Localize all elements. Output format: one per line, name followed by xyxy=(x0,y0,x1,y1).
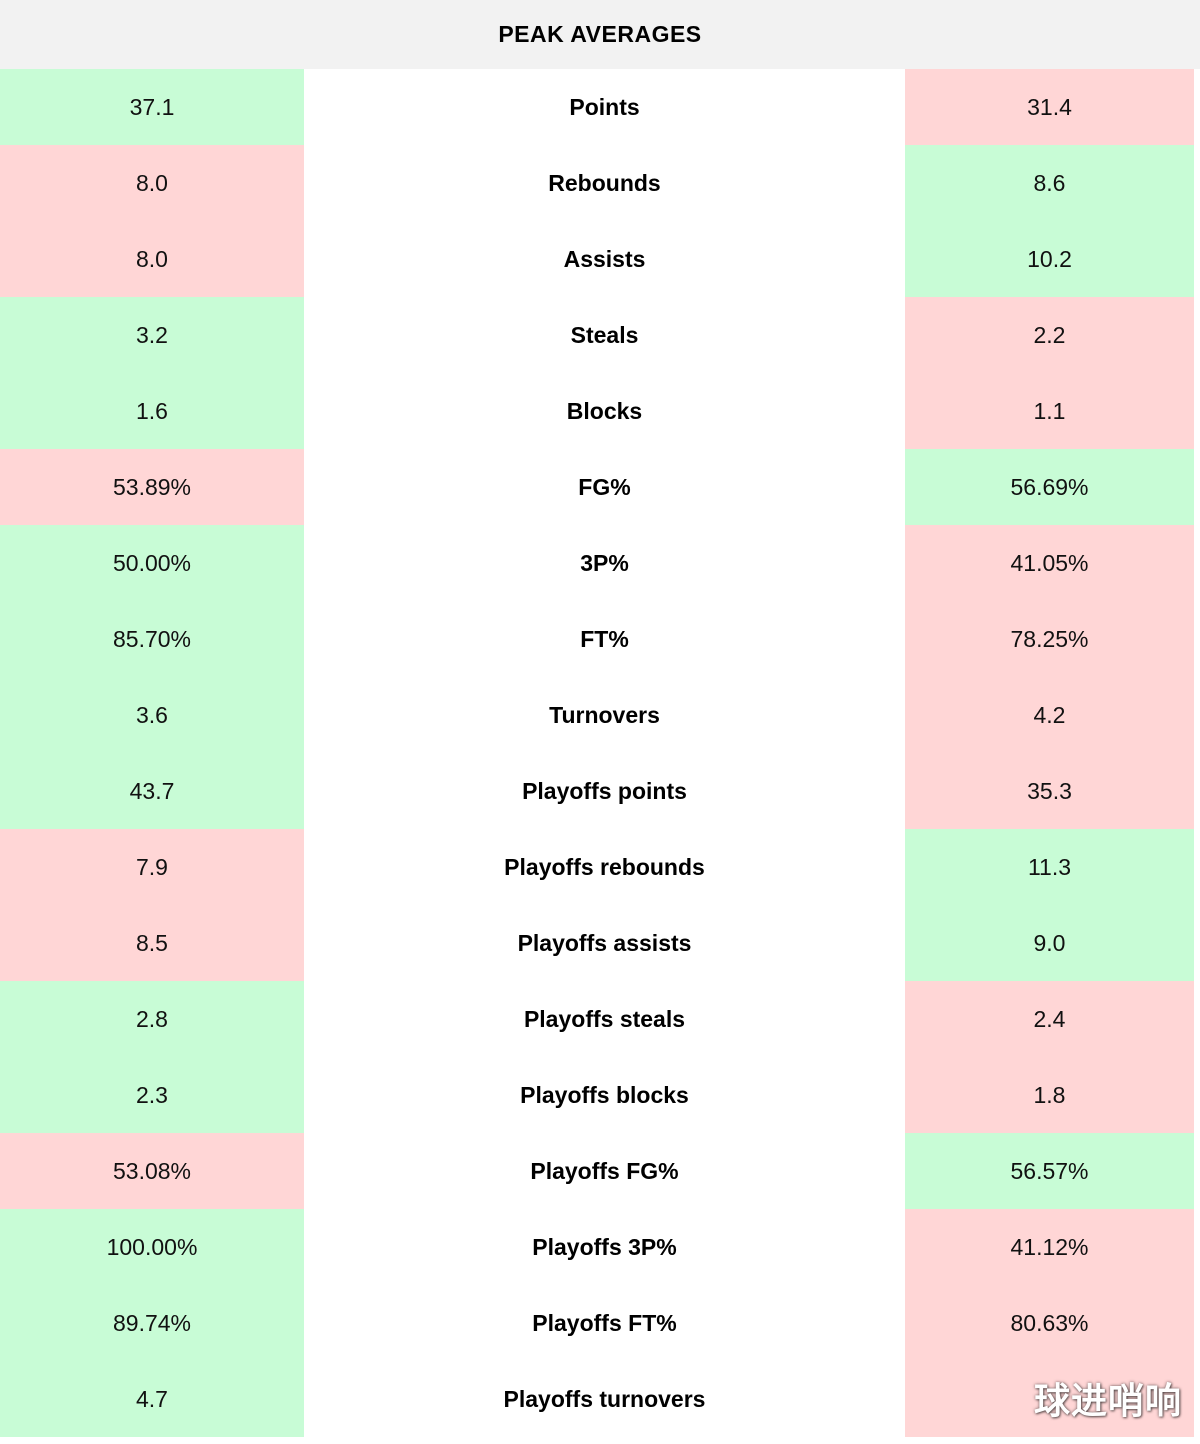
right-value-cell: 2.4 xyxy=(905,981,1194,1057)
row-edge xyxy=(1194,297,1200,373)
right-value-cell: 8.6 xyxy=(905,145,1194,221)
row-edge xyxy=(1194,677,1200,753)
right-value-cell: 1.1 xyxy=(905,373,1194,449)
header-title: PEAK AVERAGES xyxy=(498,21,702,47)
table-row: 3.6 Turnovers 4.2 xyxy=(0,677,1200,753)
row-edge xyxy=(1194,145,1200,221)
stat-label: Playoffs 3P% xyxy=(532,1233,677,1260)
left-value-cell: 3.2 xyxy=(0,297,304,373)
stat-label: Assists xyxy=(563,245,646,272)
left-value-cell: 3.6 xyxy=(0,677,304,753)
left-value-cell: 8.0 xyxy=(0,145,304,221)
row-edge xyxy=(1194,601,1200,677)
row-edge xyxy=(1194,221,1200,297)
left-value-cell: 53.08% xyxy=(0,1133,304,1209)
left-value-cell: 37.1 xyxy=(0,69,304,145)
stat-label: Turnovers xyxy=(549,701,660,728)
right-value-cell: 2.2 xyxy=(905,297,1194,373)
row-edge xyxy=(1194,1361,1200,1437)
table-row: 8.0 Assists 10.2 xyxy=(0,221,1200,297)
table-row: 53.08% Playoffs FG% 56.57% xyxy=(0,1133,1200,1209)
table-row: 85.70% FT% 78.25% xyxy=(0,601,1200,677)
stat-label: Steals xyxy=(570,321,639,348)
table-row: 50.00% 3P% 41.05% xyxy=(0,525,1200,601)
table-row: 43.7 Playoffs points 35.3 xyxy=(0,753,1200,829)
left-value-cell: 89.74% xyxy=(0,1285,304,1361)
right-value-cell: 56.69% xyxy=(905,449,1194,525)
table-row: 2.8 Playoffs steals 2.4 xyxy=(0,981,1200,1057)
left-value-cell: 50.00% xyxy=(0,525,304,601)
right-value-cell: 41.05% xyxy=(905,525,1194,601)
table-row: 37.1 Points 31.4 xyxy=(0,69,1200,145)
stat-label: Rebounds xyxy=(548,169,661,196)
stat-label: Playoffs FT% xyxy=(532,1309,677,1336)
table-row: 1.6 Blocks 1.1 xyxy=(0,373,1200,449)
right-value-cell: 9.0 xyxy=(905,905,1194,981)
row-edge xyxy=(1194,1209,1200,1285)
row-edge xyxy=(1194,753,1200,829)
left-value-cell: 7.9 xyxy=(0,829,304,905)
table-row: 2.3 Playoffs blocks 1.8 xyxy=(0,1057,1200,1133)
stat-label: Playoffs turnovers xyxy=(503,1385,706,1412)
row-edge xyxy=(1194,1133,1200,1209)
table-row: 4.7 Playoffs turnovers xyxy=(0,1361,1200,1437)
left-value-cell: 100.00% xyxy=(0,1209,304,1285)
table-row: 53.89% FG% 56.69% xyxy=(0,449,1200,525)
right-value-cell: 1.8 xyxy=(905,1057,1194,1133)
stat-label: Playoffs steals xyxy=(523,1005,686,1032)
right-value-cell: 11.3 xyxy=(905,829,1194,905)
row-edge xyxy=(1194,981,1200,1057)
table-row: 100.00% Playoffs 3P% 41.12% xyxy=(0,1209,1200,1285)
row-edge xyxy=(1194,449,1200,525)
stat-label: FG% xyxy=(578,473,631,500)
left-value-cell: 85.70% xyxy=(0,601,304,677)
table-row: 8.5 Playoffs assists 9.0 xyxy=(0,905,1200,981)
left-value-cell: 43.7 xyxy=(0,753,304,829)
table-row: 8.0 Rebounds 8.6 xyxy=(0,145,1200,221)
table-row: 3.2 Steals 2.2 xyxy=(0,297,1200,373)
comparison-table: 37.1 Points 31.4 8.0 Rebounds 8.6 8.0 As… xyxy=(0,69,1200,1437)
right-value-cell: 80.63% xyxy=(905,1285,1194,1361)
right-value-cell xyxy=(905,1361,1194,1437)
table-header: PEAK AVERAGES xyxy=(0,0,1200,69)
right-value-cell: 10.2 xyxy=(905,221,1194,297)
left-value-cell: 4.7 xyxy=(0,1361,304,1437)
row-edge xyxy=(1194,1285,1200,1361)
left-value-cell: 8.0 xyxy=(0,221,304,297)
stat-label: FT% xyxy=(580,625,629,652)
row-edge xyxy=(1194,525,1200,601)
stat-label: Playoffs blocks xyxy=(520,1081,689,1108)
stat-label: 3P% xyxy=(580,549,629,576)
row-edge xyxy=(1194,829,1200,905)
right-value-cell: 56.57% xyxy=(905,1133,1194,1209)
right-value-cell: 35.3 xyxy=(905,753,1194,829)
watermark: 球进哨响 xyxy=(1033,1381,1182,1422)
stat-label: Points xyxy=(569,93,640,120)
right-value-cell: 78.25% xyxy=(905,601,1194,677)
right-value-cell: 41.12% xyxy=(905,1209,1194,1285)
left-value-cell: 2.8 xyxy=(0,981,304,1057)
row-edge xyxy=(1194,69,1200,145)
table-row: 89.74% Playoffs FT% 80.63% xyxy=(0,1285,1200,1361)
left-value-cell: 2.3 xyxy=(0,1057,304,1133)
stat-label: Playoffs rebounds xyxy=(504,853,705,880)
right-value-cell: 4.2 xyxy=(905,677,1194,753)
stat-label: Playoffs points xyxy=(522,777,687,804)
left-value-cell: 53.89% xyxy=(0,449,304,525)
row-edge xyxy=(1194,905,1200,981)
row-edge xyxy=(1194,373,1200,449)
left-value-cell: 1.6 xyxy=(0,373,304,449)
stat-label: Blocks xyxy=(566,397,643,424)
stat-label: Playoffs assists xyxy=(517,929,692,956)
left-value-cell: 8.5 xyxy=(0,905,304,981)
table-row: 7.9 Playoffs rebounds 11.3 xyxy=(0,829,1200,905)
row-edge xyxy=(1194,1057,1200,1133)
right-value-cell: 31.4 xyxy=(905,69,1194,145)
stat-label: Playoffs FG% xyxy=(530,1157,679,1184)
